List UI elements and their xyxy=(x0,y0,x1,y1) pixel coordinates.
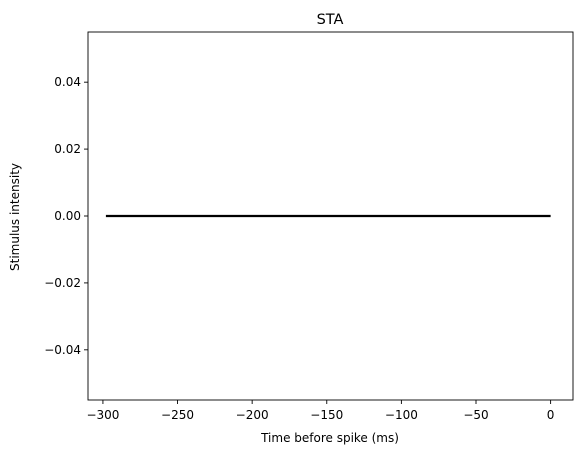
y-tick-label: 0.04 xyxy=(54,75,81,89)
chart-title: STA xyxy=(317,12,344,28)
x-tick-label: −150 xyxy=(310,408,343,422)
x-axis: −300 −250 −200 −150 −100 −50 0 xyxy=(86,400,554,422)
x-axis-label: Time before spike (ms) xyxy=(260,431,399,445)
x-tick-label: −250 xyxy=(161,408,194,422)
x-tick-label: −50 xyxy=(463,408,488,422)
x-tick-label: −100 xyxy=(385,408,418,422)
y-tick-label: −0.02 xyxy=(44,276,81,290)
x-tick-label: −300 xyxy=(86,408,119,422)
y-tick-label: 0.00 xyxy=(54,209,81,223)
plot-area xyxy=(87,31,574,401)
y-tick-label: −0.04 xyxy=(44,343,81,357)
x-tick-label: −200 xyxy=(236,408,269,422)
y-tick-label: 0.02 xyxy=(54,142,81,156)
y-axis: 0.04 0.02 0.00 −0.02 −0.04 xyxy=(44,75,88,357)
y-axis-label: Stimulus intensity xyxy=(8,163,22,271)
x-tick-label: 0 xyxy=(547,408,555,422)
